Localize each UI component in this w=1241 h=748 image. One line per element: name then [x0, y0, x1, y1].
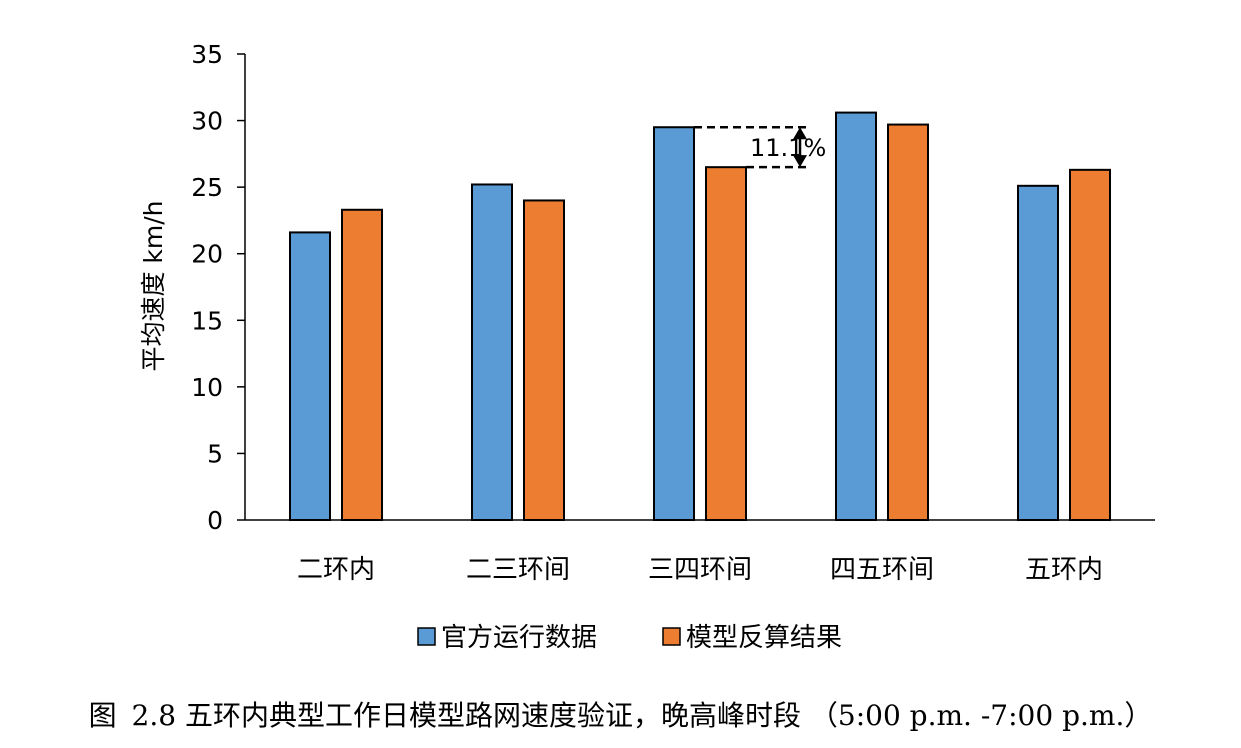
bar-model	[341, 208, 383, 522]
arrow-head-up	[793, 127, 807, 140]
bar-model	[1069, 168, 1111, 521]
y-tick-label: 15	[191, 306, 223, 335]
bar-model	[523, 199, 565, 521]
x-tick-label: 二环内	[297, 555, 375, 585]
y-tick-label: 10	[191, 373, 223, 402]
arrow-head-down	[793, 155, 807, 168]
bar-official	[835, 111, 877, 521]
annotation-label: 11.1%	[750, 134, 826, 162]
legend: 官方运行数据 模型反算结果	[417, 623, 842, 653]
bar-model	[705, 166, 747, 522]
x-tick-label: 五环内	[1025, 555, 1103, 585]
y-tick-label: 0	[207, 506, 223, 535]
difference-annotation: 11.1%	[694, 125, 826, 169]
bar-official	[1017, 184, 1059, 521]
y-tick-label: 25	[191, 173, 223, 202]
x-tick-label: 二三环间	[466, 555, 570, 585]
x-tick-label: 四五环间	[830, 555, 934, 585]
y-axis: 0 5 10 15 20 25 30 35	[191, 40, 246, 535]
y-tick-label: 5	[207, 439, 223, 468]
legend-label: 官方运行数据	[441, 623, 597, 653]
figure-caption: 图 2.8 五环内典型工作日模型路网速度验证，晚高峰时段 （5:00 p.m. …	[0, 694, 1241, 734]
y-tick-label: 35	[191, 40, 223, 69]
legend-swatch-official	[417, 627, 436, 646]
bar-official	[653, 126, 695, 521]
caption-text: 2.8 五环内典型工作日模型路网速度验证，晚高峰时段 （5:00 p.m. -7…	[131, 699, 1153, 732]
x-axis: 二环内 二三环间 三四环间 四五环间 五环内	[245, 519, 1155, 585]
y-tick-label: 20	[191, 240, 223, 269]
caption-label: 图	[88, 699, 117, 732]
bar-official	[289, 231, 331, 521]
legend-swatch-model	[662, 627, 681, 646]
bar-model	[887, 123, 929, 522]
y-tick-label: 30	[191, 107, 223, 136]
x-tick-label: 三四环间	[648, 555, 752, 585]
bars	[289, 111, 1111, 522]
bar-official	[471, 183, 513, 521]
legend-label: 模型反算结果	[686, 623, 842, 653]
y-axis-label: 平均速度 km/h	[139, 200, 168, 371]
